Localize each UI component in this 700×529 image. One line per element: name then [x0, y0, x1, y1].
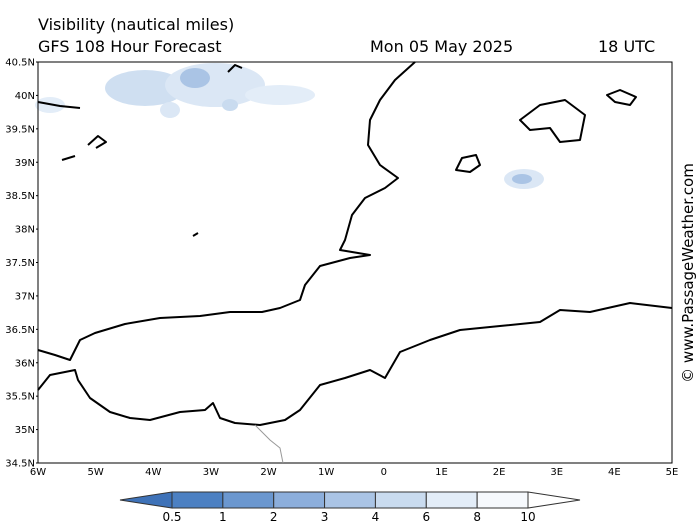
- colorbar-bin: [324, 491, 376, 509]
- lat-tick-label: 37N: [15, 291, 35, 302]
- colorbar-bin: [273, 491, 326, 509]
- colorbar-bin: [476, 491, 529, 509]
- lon-tick-label: 0: [381, 467, 387, 478]
- lat-tick-label: 35N: [15, 425, 35, 436]
- colorbar-bin: [222, 491, 275, 509]
- lon-tick-label: 1E: [435, 467, 448, 478]
- colorbar-label: 1: [219, 510, 227, 524]
- colorbar-label: 0.5: [162, 510, 181, 524]
- lat-tick-label: 37.5N: [5, 258, 35, 269]
- colorbar-cap: [527, 491, 581, 509]
- lon-tick-label: 6W: [30, 467, 46, 478]
- colorbar-bin: [171, 491, 224, 509]
- lat-tick-label: 40.5N: [5, 58, 35, 69]
- colorbar-label: 6: [422, 510, 430, 524]
- colorbar-label: 3: [321, 510, 329, 524]
- colorbar-bin: [425, 491, 478, 509]
- lat-tick-label: 38.5N: [5, 191, 35, 202]
- lon-tick-label: 3W: [203, 467, 219, 478]
- colorbar-bin: [374, 491, 427, 509]
- lon-tick-label: 2E: [493, 467, 506, 478]
- colorbar-label: 4: [372, 510, 380, 524]
- colorbar-label: 2: [270, 510, 278, 524]
- time: 18 UTC: [598, 37, 655, 56]
- date: Mon 05 May 2025: [370, 37, 513, 56]
- lat-tick-label: 36.5N: [5, 325, 35, 336]
- lon-tick-label: 4W: [145, 467, 161, 478]
- lat-tick-label: 39.5N: [5, 124, 35, 135]
- border: [254, 424, 284, 464]
- lon-tick-label: 5E: [666, 467, 679, 478]
- watermark: © www.PassageWeather.com: [679, 163, 697, 383]
- subtitle: GFS 108 Hour Forecast: [38, 37, 222, 56]
- lat-tick-label: 34.5N: [5, 459, 35, 470]
- lon-tick-label: 5W: [88, 467, 104, 478]
- lon-tick-label: 2W: [260, 467, 276, 478]
- lat-tick-label: 36N: [15, 358, 35, 369]
- colorbar-label: 10: [520, 510, 535, 524]
- colorbar-cap: [119, 491, 173, 509]
- lat-tick-label: 40N: [15, 91, 35, 102]
- lon-tick-label: 3E: [550, 467, 563, 478]
- map-frame: [37, 61, 673, 464]
- coastlines: [37, 61, 673, 426]
- title: Visibility (nautical miles): [38, 15, 234, 34]
- lat-tick-label: 39N: [15, 158, 35, 169]
- lon-tick-label: 4E: [608, 467, 621, 478]
- visibility-field: [35, 63, 544, 189]
- colorbar-label: 8: [473, 510, 481, 524]
- lat-tick-label: 38N: [15, 225, 35, 236]
- lat-tick-label: 35.5N: [5, 392, 35, 403]
- lon-tick-label: 1W: [318, 467, 334, 478]
